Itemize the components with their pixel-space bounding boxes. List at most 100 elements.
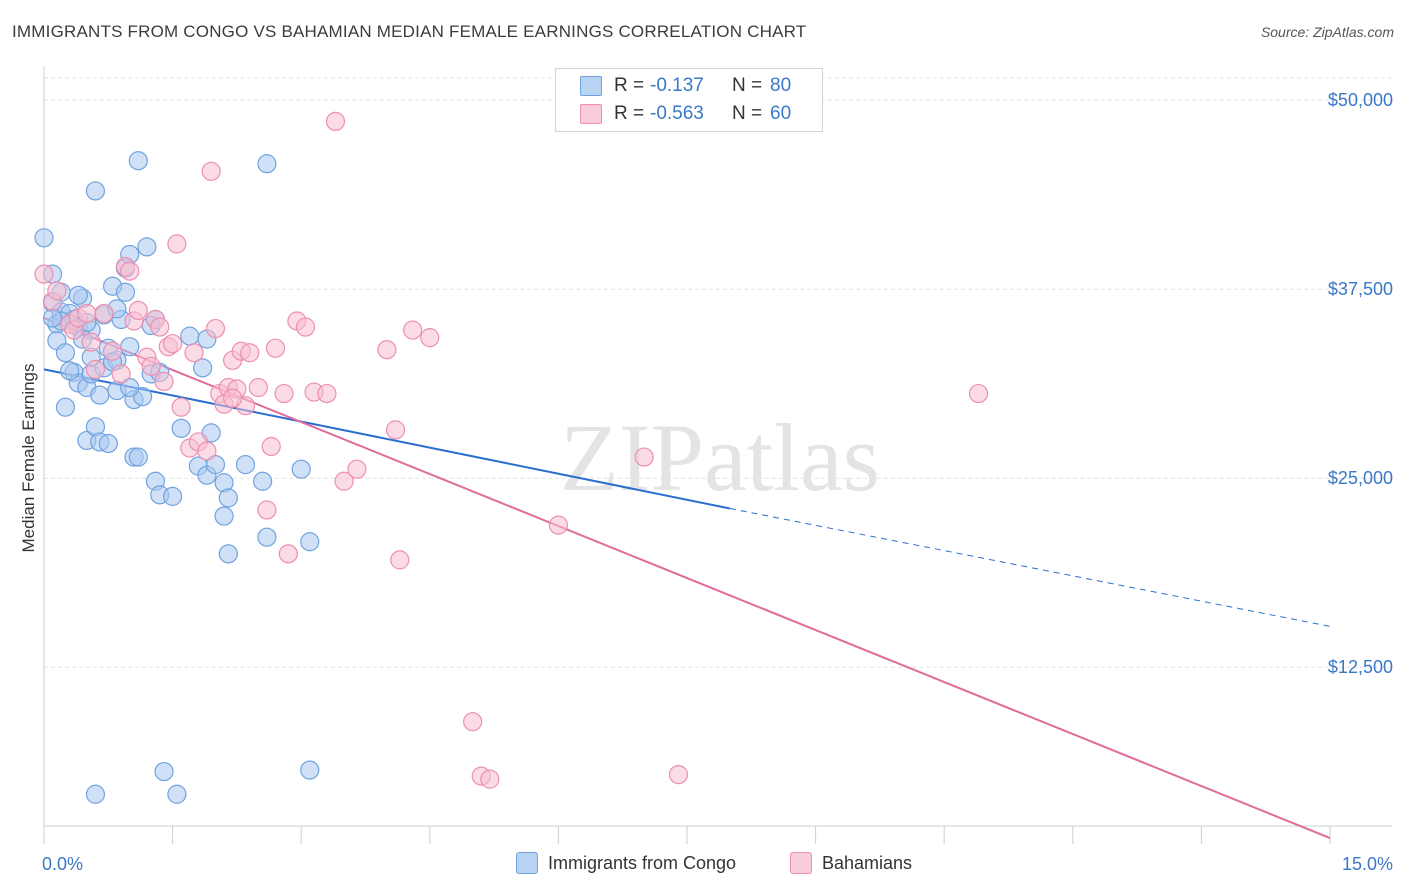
point-congo xyxy=(180,326,200,346)
point-bahamians xyxy=(334,471,354,491)
point-bahamians xyxy=(205,318,226,339)
point-bahamians xyxy=(85,359,106,379)
point-bahamians xyxy=(347,459,367,479)
point-bahamians xyxy=(278,544,298,564)
point-congo xyxy=(115,282,136,302)
point-bahamians xyxy=(548,515,569,535)
point-congo xyxy=(55,397,76,417)
point-bahamians xyxy=(154,371,174,392)
point-bahamians xyxy=(197,441,217,461)
point-congo xyxy=(291,459,311,479)
series-label-congo: Immigrants from Congo xyxy=(548,852,737,873)
point-congo xyxy=(253,471,273,491)
point-congo xyxy=(193,358,213,378)
point-bahamians xyxy=(325,111,346,132)
trend-line-congo xyxy=(43,368,731,510)
point-bahamians xyxy=(201,161,221,181)
point-congo xyxy=(120,337,140,357)
legend-swatch-congo xyxy=(580,76,602,96)
y-tick-label: $50,000 xyxy=(1328,90,1393,110)
point-bahamians xyxy=(385,420,406,440)
point-bahamians xyxy=(420,328,440,348)
point-congo xyxy=(34,228,54,248)
point-bahamians xyxy=(274,383,294,404)
point-congo xyxy=(85,784,106,804)
point-bahamians xyxy=(248,377,268,398)
point-congo xyxy=(98,433,118,454)
legend-r-value: -0.563 xyxy=(650,103,704,124)
y-tick-label: $37,500 xyxy=(1328,279,1393,299)
y-tick-label: $12,500 xyxy=(1328,657,1393,677)
point-bahamians xyxy=(77,303,97,324)
point-bahamians xyxy=(81,332,101,352)
point-congo xyxy=(257,154,277,174)
chart-source: Source: ZipAtlas.com xyxy=(1260,24,1394,40)
point-bahamians xyxy=(184,343,204,363)
point-congo xyxy=(85,181,106,201)
legend-row-bahamians: R = -0.563 N = 60 xyxy=(580,101,791,127)
point-congo xyxy=(90,385,110,405)
point-congo xyxy=(68,285,88,305)
watermark: ZIPatlas xyxy=(560,404,880,511)
x-tick-label: 0.0% xyxy=(42,854,83,874)
point-congo xyxy=(60,361,80,381)
point-congo xyxy=(218,544,238,564)
point-bahamians xyxy=(94,303,114,324)
legend-n-value: 80 xyxy=(770,75,792,96)
grid-lines xyxy=(44,77,1392,668)
x-tick-label: 15.0% xyxy=(1342,854,1393,874)
point-bahamians xyxy=(968,383,989,404)
point-congo xyxy=(128,151,148,171)
point-congo xyxy=(300,532,320,552)
tick-labels: $12,500 $25,000 $37,500 $50,000 0.0% 15.0% xyxy=(42,90,1393,874)
point-congo xyxy=(120,377,140,398)
legend-row-congo: R = -0.137 N = 80 xyxy=(580,73,791,99)
point-congo xyxy=(55,343,76,363)
point-congo xyxy=(42,308,63,328)
point-bahamians xyxy=(261,436,281,457)
point-bahamians xyxy=(128,300,148,321)
point-congo xyxy=(128,447,148,467)
data-points xyxy=(34,111,989,804)
legend-n-label: N = xyxy=(732,103,763,124)
point-bahamians xyxy=(317,383,337,404)
point-bahamians xyxy=(257,500,277,520)
point-congo xyxy=(171,418,191,438)
point-bahamians xyxy=(163,334,183,354)
point-congo xyxy=(218,488,238,508)
point-bahamians xyxy=(463,712,483,732)
series-swatch-bahamians xyxy=(790,852,812,874)
point-congo xyxy=(163,486,183,506)
point-bahamians xyxy=(171,397,191,417)
point-bahamians xyxy=(295,317,316,337)
trend-lines xyxy=(43,317,1331,840)
point-bahamians xyxy=(403,320,423,340)
point-congo xyxy=(235,455,256,475)
point-bahamians xyxy=(102,341,123,361)
point-bahamians xyxy=(480,769,500,789)
legend-r-label: R = xyxy=(614,103,645,124)
series-legend-congo: Immigrants from Congo xyxy=(516,852,736,874)
point-bahamians xyxy=(111,364,131,384)
legend-r-value: -0.137 xyxy=(650,75,704,96)
correlation-legend: R = -0.137 N = 80 R = -0.563 N = 60 xyxy=(555,68,823,132)
legend-r-label: R = xyxy=(614,75,645,96)
series-legend: Immigrants from Congo Bahamians xyxy=(0,852,1406,878)
point-bahamians xyxy=(167,234,187,254)
y-axis-label: Median Female Earnings xyxy=(19,364,38,553)
series-legend-bahamians: Bahamians xyxy=(790,852,912,874)
point-bahamians xyxy=(634,447,654,467)
point-bahamians xyxy=(668,764,689,785)
point-bahamians xyxy=(265,338,286,358)
point-bahamians xyxy=(223,388,243,408)
point-congo xyxy=(137,237,157,257)
point-congo xyxy=(154,761,174,782)
point-congo xyxy=(214,506,234,526)
trend-line-congo-extension xyxy=(729,507,1331,627)
legend-n-label: N = xyxy=(732,75,763,96)
trend-line-bahamians xyxy=(43,317,1331,840)
point-bahamians xyxy=(240,343,260,363)
point-bahamians xyxy=(141,356,161,376)
point-congo xyxy=(167,784,187,804)
